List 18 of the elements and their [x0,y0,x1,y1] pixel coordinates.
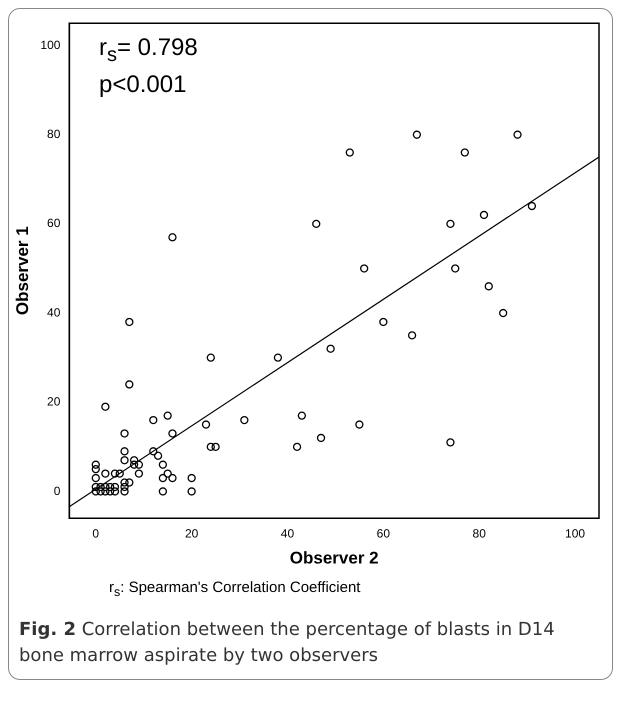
x-tick-label: 80 [472,526,486,541]
y-axis-title: Observer 1 [12,226,32,316]
annotation: p<0.001 [99,70,188,100]
x-tick-label: 60 [376,526,390,541]
caption: Fig. 2 Correlation between the percentage of blasts in D14 bone marrow aspirate by two observers [19,618,556,668]
x-axis-title: Observer 2 [290,548,379,568]
y-tick-label: 60 [47,216,61,230]
x-tick-label: 40 [280,526,294,541]
y-tick-label: 0 [54,484,61,498]
x-tick-label: 0 [92,526,100,541]
text: r$_{s}$: Spearman's Correlation Coefficient [109,579,362,599]
annotation: r$_{s}$= 0.798 [99,33,198,68]
y-tick-label: 100 [40,38,61,52]
y-tick-label: 20 [47,394,61,409]
x-tick-label: 20 [184,526,199,541]
x-tick-label: 100 [565,526,586,541]
y-tick-label: 80 [47,127,61,141]
y-tick-label: 40 [47,305,61,320]
